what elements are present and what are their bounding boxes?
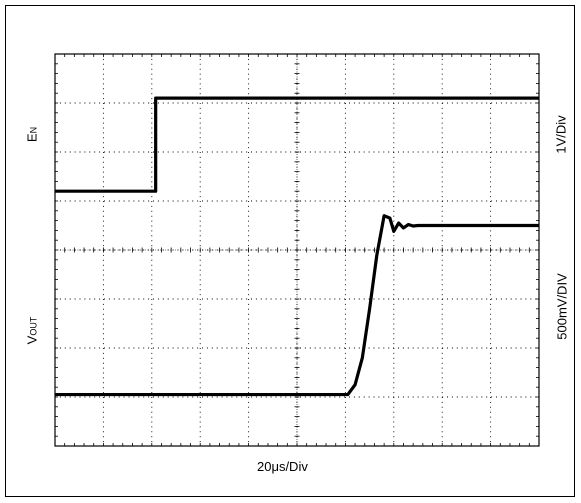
y-label-en: EN xyxy=(24,126,40,143)
figure-frame: 20μs/Div EN VOUT 1V/Div 500mV/DIV xyxy=(5,5,575,497)
trace-en xyxy=(55,96,539,193)
trace-vout xyxy=(55,214,539,397)
y-label-vout: VOUT xyxy=(24,316,40,345)
y-label-right-bottom: 500mV/DIV xyxy=(554,273,570,340)
x-axis-label: 20μs/Div xyxy=(257,459,308,474)
oscilloscope-plot xyxy=(54,53,540,447)
y-label-right-top: 1V/Div xyxy=(553,115,569,154)
